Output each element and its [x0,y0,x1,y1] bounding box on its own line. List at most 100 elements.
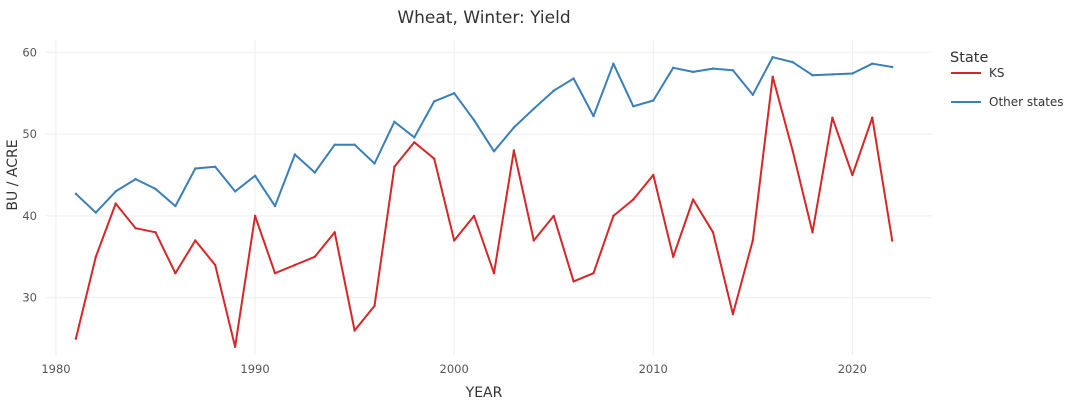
x-axis-label: YEAR [465,385,503,400]
data-point [492,272,496,275]
data-point [552,89,555,92]
legend-title: State [950,50,988,66]
data-point [373,162,376,165]
y-tick-label: 60 [22,45,37,59]
data-point [154,231,157,234]
y-axis-label: BU / ACRE [5,139,21,210]
data-point [194,239,197,242]
chart-title: Wheat, Winter: Yield [397,8,570,28]
data-point [433,100,436,103]
data-point [313,255,316,258]
legend-label: Other states [989,95,1064,109]
data-point [632,105,635,108]
x-tick-label: 2000 [440,362,469,376]
data-point [731,69,735,72]
data-point [74,192,78,195]
x-tick-label: 1980 [41,362,70,376]
y-tick-label: 30 [22,291,37,305]
data-point [891,65,894,69]
legend-item[interactable]: Other states [951,95,1064,109]
data-point [413,141,416,144]
x-tick-label: 2010 [639,362,668,376]
data-point [691,198,695,201]
data-point [194,167,197,170]
data-point [433,157,436,160]
series-other-states [74,56,894,214]
y-tick-label: 50 [22,127,37,141]
series-ks [74,75,894,348]
data-point [174,204,177,208]
data-point [851,173,854,177]
data-point [214,165,217,168]
x-tick-label: 1990 [240,362,269,376]
data-point [512,149,516,152]
data-point [472,119,476,122]
data-point [751,239,754,242]
data-point [751,93,754,97]
data-point [851,72,854,75]
data-point [652,99,655,102]
data-point [273,204,277,208]
data-point [353,143,356,146]
data-point [214,263,217,267]
data-point [94,211,98,214]
data-point [632,198,635,201]
data-point [333,231,336,234]
data-point [592,114,595,118]
data-point [154,187,157,191]
y-axis-ticks: 30 40 50 60 [22,45,37,304]
data-point [333,143,336,146]
data-point [134,177,137,181]
data-point [532,239,535,242]
x-tick-label: 2020 [838,362,867,376]
data-point [373,304,376,308]
data-point [612,62,615,65]
data-point [771,56,774,59]
series-line[interactable] [74,75,894,348]
data-point [453,92,456,95]
y-tick-label: 40 [22,209,37,223]
data-point [253,214,257,218]
data-point [393,165,396,168]
series-group [74,56,894,348]
data-point [114,202,117,205]
data-point [572,280,575,283]
data-point [353,329,356,332]
data-point [134,227,137,230]
data-point [811,74,814,77]
data-point [831,116,834,119]
data-point [672,255,675,258]
data-point [532,107,535,110]
data-point [293,153,297,156]
data-point [871,62,874,65]
series-line[interactable] [74,56,894,214]
data-point [413,136,416,139]
data-point [472,214,476,218]
legend-label: KS [989,66,1005,80]
data-point [273,272,277,275]
legend[interactable]: State KS Other states [950,50,1064,109]
data-point [871,116,874,119]
data-point [771,75,774,79]
data-point [711,231,715,234]
data-point [672,66,675,70]
data-point [253,174,257,177]
data-point [492,150,496,153]
data-point [293,263,297,267]
data-point [791,60,794,64]
data-point [791,149,794,152]
legend-item[interactable]: KS [951,66,1005,80]
data-point [612,214,615,218]
data-point [313,171,316,174]
data-point [174,272,177,275]
data-point [731,312,735,316]
data-point [393,120,396,124]
data-point [453,239,456,242]
data-point [592,272,595,275]
data-point [233,345,237,348]
data-point [652,173,655,177]
data-point [891,239,894,242]
x-axis-ticks: 1980 1990 2000 2010 2020 [41,362,867,376]
data-point [831,73,834,76]
